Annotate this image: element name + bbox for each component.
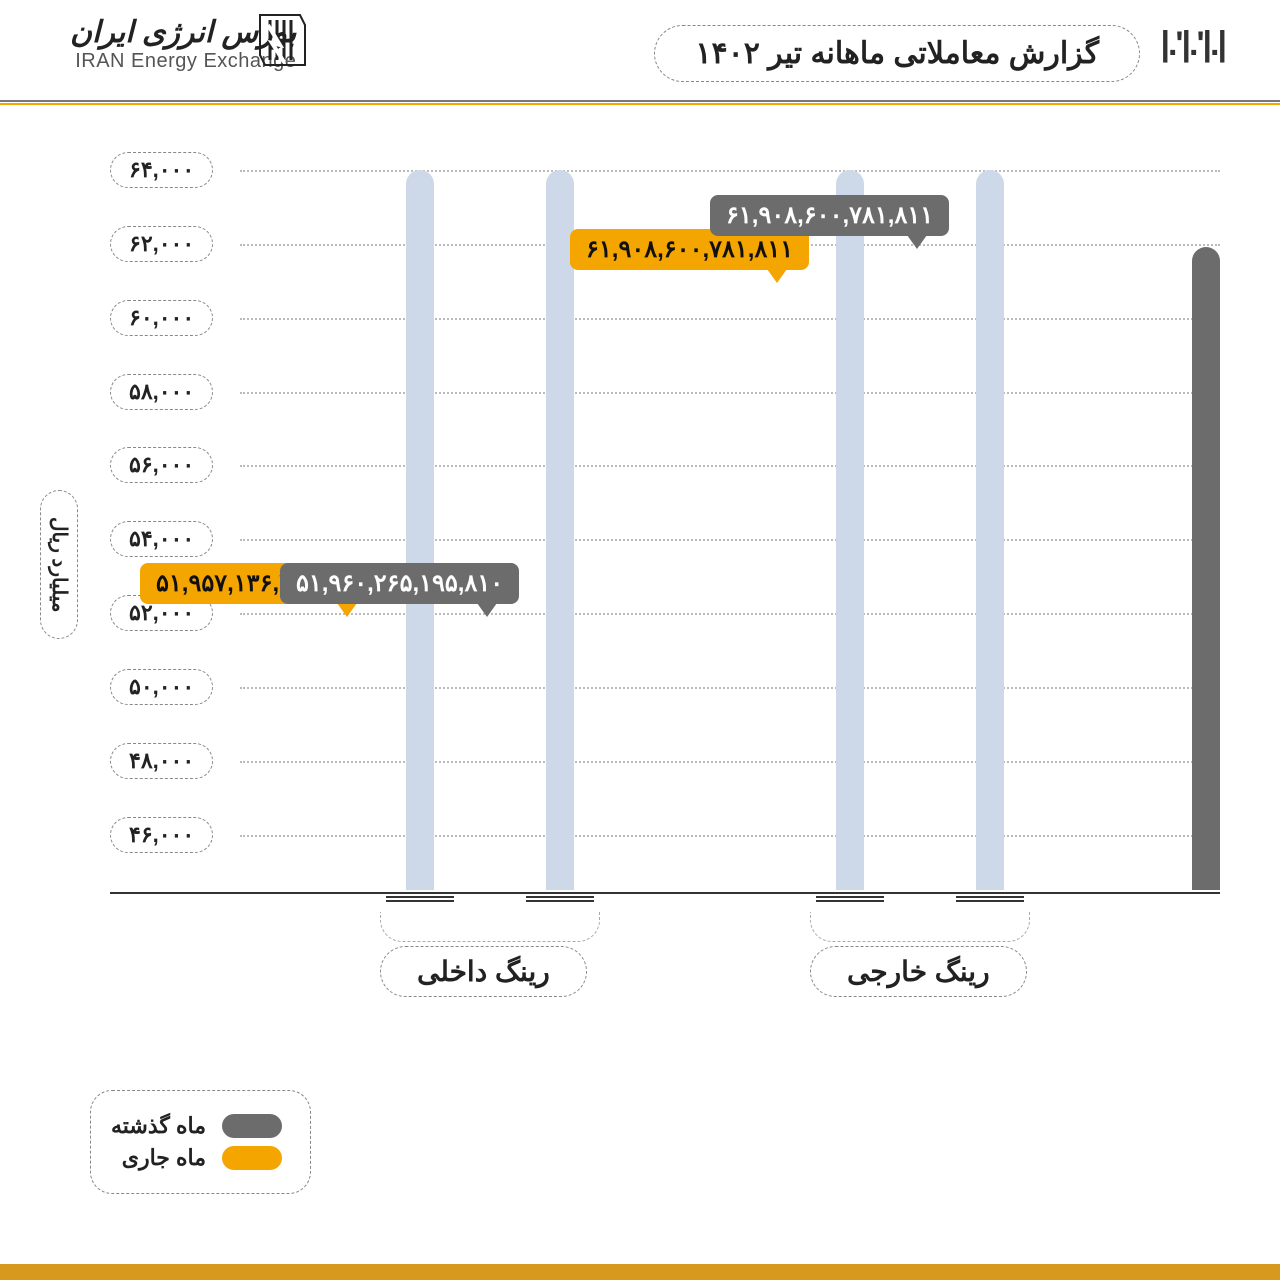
y-tick: ۵۰,۰۰۰ bbox=[110, 669, 213, 705]
bar-base-line bbox=[386, 896, 454, 902]
decorative-bars-icon: |.|'.|'.| bbox=[1160, 25, 1225, 64]
legend-swatch-current bbox=[222, 1146, 282, 1170]
bar-base-line bbox=[816, 896, 884, 902]
gridline bbox=[240, 761, 1220, 763]
bar-base-line bbox=[956, 896, 1024, 902]
y-tick-label: ۵۸,۰۰۰ bbox=[110, 374, 213, 410]
bar-track bbox=[546, 170, 574, 890]
y-tick-label: ۵۰,۰۰۰ bbox=[110, 669, 213, 705]
category-bracket bbox=[380, 912, 600, 942]
y-tick: ۶۴,۰۰۰ bbox=[110, 152, 213, 188]
y-tick: ۵۴,۰۰۰ bbox=[110, 521, 213, 557]
header: بورس انرژی ایران IRAN Energy Exchange گز… bbox=[0, 0, 1280, 100]
bar-chart: میلیارد ریال ۶۴,۰۰۰۶۲,۰۰۰۶۰,۰۰۰۵۸,۰۰۰۵۶,… bbox=[90, 170, 1220, 990]
bar-previous bbox=[1192, 247, 1220, 890]
bar-track bbox=[976, 170, 1004, 890]
footer-strip bbox=[0, 1264, 1280, 1280]
y-tick-label: ۶۲,۰۰۰ bbox=[110, 226, 213, 262]
y-tick-label: ۵۶,۰۰۰ bbox=[110, 447, 213, 483]
y-tick: ۴۶,۰۰۰ bbox=[110, 817, 213, 853]
gridline bbox=[240, 170, 1220, 172]
value-callout-previous: ۵۱,۹۶۰,۲۶۵,۱۹۵,۸۱۰ bbox=[280, 563, 519, 604]
legend-label-current: ماه جاری bbox=[122, 1145, 206, 1171]
legend-item-previous: ماه گذشته bbox=[111, 1113, 282, 1139]
header-divider bbox=[0, 100, 1280, 104]
y-axis-label: میلیارد ریال bbox=[40, 490, 78, 639]
y-tick: ۶۲,۰۰۰ bbox=[110, 226, 213, 262]
y-tick: ۴۸,۰۰۰ bbox=[110, 743, 213, 779]
category-label-external: رینگ خارجی bbox=[810, 946, 1027, 997]
x-axis-line bbox=[110, 892, 1220, 894]
category-bracket bbox=[810, 912, 1030, 942]
legend-swatch-previous bbox=[222, 1114, 282, 1138]
exchange-logo-icon bbox=[250, 10, 310, 70]
gridline bbox=[240, 539, 1220, 541]
gridline bbox=[240, 687, 1220, 689]
y-tick: ۶۰,۰۰۰ bbox=[110, 300, 213, 336]
y-tick: ۵۸,۰۰۰ bbox=[110, 374, 213, 410]
gridline bbox=[240, 465, 1220, 467]
gridline bbox=[240, 835, 1220, 837]
bar-base-line bbox=[526, 896, 594, 902]
gridline bbox=[240, 318, 1220, 320]
legend-item-current: ماه جاری bbox=[111, 1145, 282, 1171]
y-tick-label: ۶۴,۰۰۰ bbox=[110, 152, 213, 188]
legend: ماه گذشته ماه جاری bbox=[90, 1090, 311, 1194]
gridline bbox=[240, 392, 1220, 394]
legend-label-previous: ماه گذشته bbox=[111, 1113, 206, 1139]
bar-track bbox=[406, 170, 434, 890]
y-tick-label: ۶۰,۰۰۰ bbox=[110, 300, 213, 336]
category-label-internal: رینگ داخلی bbox=[380, 946, 587, 997]
y-tick: ۵۶,۰۰۰ bbox=[110, 447, 213, 483]
y-tick-label: ۴۶,۰۰۰ bbox=[110, 817, 213, 853]
report-title: گزارش معاملاتی ماهانه تیر ۱۴۰۲ bbox=[654, 25, 1140, 82]
gridline bbox=[240, 613, 1220, 615]
bar-track bbox=[836, 170, 864, 890]
value-callout-previous: ۶۱,۹۰۸,۶۰۰,۷۸۱,۸۱۱ bbox=[710, 195, 949, 236]
y-tick-label: ۴۸,۰۰۰ bbox=[110, 743, 213, 779]
y-tick-label: ۵۴,۰۰۰ bbox=[110, 521, 213, 557]
